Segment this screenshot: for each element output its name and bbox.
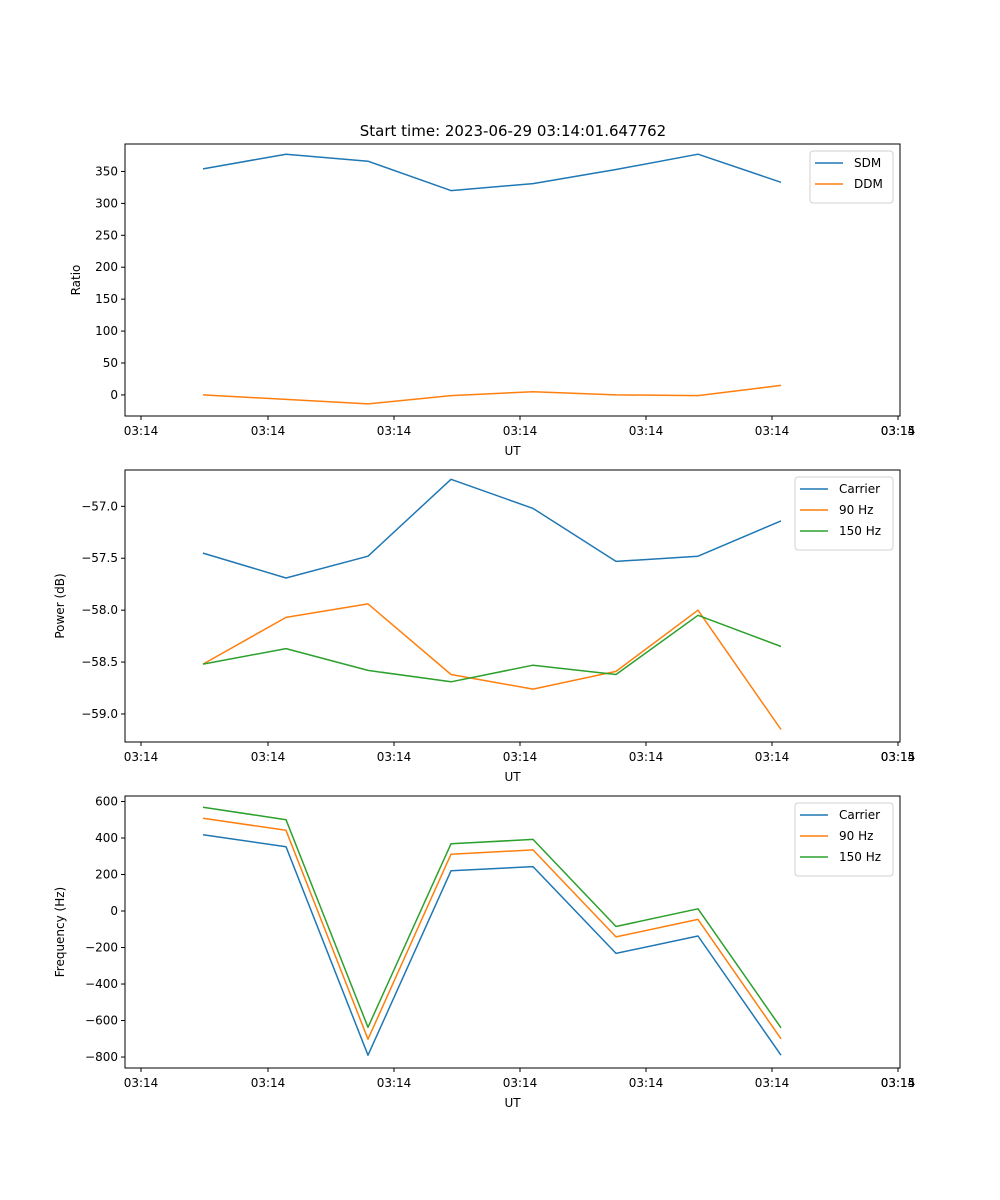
x-tick-label: 03:14 bbox=[755, 1076, 790, 1090]
x-tick-label: 03:14 bbox=[251, 424, 286, 438]
y-tick-label: −200 bbox=[85, 941, 118, 955]
legend-label: DDM bbox=[854, 177, 883, 191]
legend: SDM DDM bbox=[809, 150, 894, 204]
x-tick-label: 03:14 bbox=[124, 424, 159, 438]
x-tick-label: 03:15 bbox=[881, 750, 916, 764]
x-axis-label: UT bbox=[504, 770, 521, 784]
legend: Carrier 90 Hz 150 Hz bbox=[794, 476, 894, 551]
y-tick-label: −600 bbox=[85, 1014, 118, 1028]
y-tick-label: −57.0 bbox=[81, 499, 118, 513]
x-tick-label: 03:14 bbox=[629, 1076, 664, 1090]
y-tick-label: −58.5 bbox=[81, 655, 118, 669]
x-tick-label: 03:14 bbox=[251, 750, 286, 764]
x-tick-label: 03:15 bbox=[881, 424, 916, 438]
legend-label: 150 Hz bbox=[839, 850, 881, 864]
x-tick-label: 03:14 bbox=[124, 1076, 159, 1090]
series-line-carrier bbox=[202, 833, 782, 1056]
y-axis-label: Power (dB) bbox=[53, 573, 67, 638]
y-axis-label: Frequency (Hz) bbox=[53, 887, 67, 978]
series-line-90-hz bbox=[202, 603, 782, 730]
legend-label: Carrier bbox=[839, 808, 880, 822]
chart-panel-1: 03:14 03:14 03:14 03:14 03:14 03:14 03:1403:15… bbox=[69, 143, 916, 458]
x-tick-label: 03:14 bbox=[881, 750, 916, 764]
legend: Carrier 90 Hz 150 Hz bbox=[794, 802, 894, 877]
y-tick-label: 0 bbox=[110, 904, 118, 918]
legend-label: Carrier bbox=[839, 482, 880, 496]
x-tick-label: 03:14 bbox=[755, 750, 790, 764]
x-tick-label: 03:14 bbox=[124, 750, 159, 764]
y-tick-label: 400 bbox=[95, 831, 118, 845]
x-tick-label: 03:14 bbox=[629, 750, 664, 764]
x-tick-label: 03:14 bbox=[503, 424, 538, 438]
y-tick-label: 50 bbox=[103, 356, 118, 370]
series-line-90-hz bbox=[202, 817, 782, 1040]
x-tick-label: 03:15 bbox=[881, 1076, 916, 1090]
y-tick-label: −59.0 bbox=[81, 707, 118, 721]
y-tick-label: −400 bbox=[85, 977, 118, 991]
series-line-carrier bbox=[202, 478, 782, 579]
y-tick-label: 150 bbox=[95, 292, 118, 306]
plot-frame bbox=[124, 469, 901, 743]
x-tick-label: 03:14 bbox=[503, 750, 538, 764]
chart-panel-2: 03:14 03:14 03:14 03:14 03:14 03:14 03:1403:15… bbox=[53, 469, 916, 784]
y-axis-label: Ratio bbox=[69, 265, 83, 296]
series-line-150-hz bbox=[202, 806, 782, 1029]
legend-label: 90 Hz bbox=[839, 503, 873, 517]
x-tick-label: 03:14 bbox=[251, 1076, 286, 1090]
y-tick-label: 250 bbox=[95, 228, 118, 242]
y-tick-label: −58.0 bbox=[81, 603, 118, 617]
legend-box bbox=[809, 150, 894, 204]
series-line-150-hz bbox=[202, 614, 782, 683]
y-tick-label: 600 bbox=[95, 794, 118, 808]
charts: 03:14 03:14 03:14 03:14 03:14 03:14 03:1403:15… bbox=[53, 143, 916, 1110]
y-tick-label: 100 bbox=[95, 324, 118, 338]
x-tick-label: 03:14 bbox=[629, 424, 664, 438]
x-axis-label: UT bbox=[504, 444, 521, 458]
x-tick-label: 03:14 bbox=[503, 1076, 538, 1090]
x-tick-label: 03:14 bbox=[377, 1076, 412, 1090]
legend-label: SDM bbox=[854, 156, 881, 170]
y-tick-label: 0 bbox=[110, 388, 118, 402]
series-line-sdm bbox=[202, 153, 782, 192]
x-tick-label: 03:14 bbox=[377, 750, 412, 764]
x-tick-label: 03:14 bbox=[881, 1076, 916, 1090]
y-tick-label: −57.5 bbox=[81, 551, 118, 565]
x-tick-label: 03:14 bbox=[881, 424, 916, 438]
legend-label: 150 Hz bbox=[839, 524, 881, 538]
y-tick-label: 350 bbox=[95, 164, 118, 178]
x-tick-label: 03:14 bbox=[755, 424, 790, 438]
x-tick-label: 03:14 bbox=[377, 424, 412, 438]
plot-frame bbox=[124, 143, 901, 417]
series-line-ddm bbox=[202, 384, 782, 405]
y-tick-label: −800 bbox=[85, 1050, 118, 1064]
chart-panel-3: 03:14 03:14 03:14 03:14 03:14 03:14 03:1403:15… bbox=[53, 794, 915, 1110]
x-axis-label: UT bbox=[504, 1096, 521, 1110]
y-tick-label: 300 bbox=[95, 196, 118, 210]
y-tick-label: 200 bbox=[95, 260, 118, 274]
y-tick-label: 200 bbox=[95, 867, 118, 881]
legend-label: 90 Hz bbox=[839, 829, 873, 843]
plot-frame bbox=[124, 795, 901, 1069]
figure-title: Start time: 2023-06-29 03:14:01.647762 bbox=[360, 122, 666, 140]
